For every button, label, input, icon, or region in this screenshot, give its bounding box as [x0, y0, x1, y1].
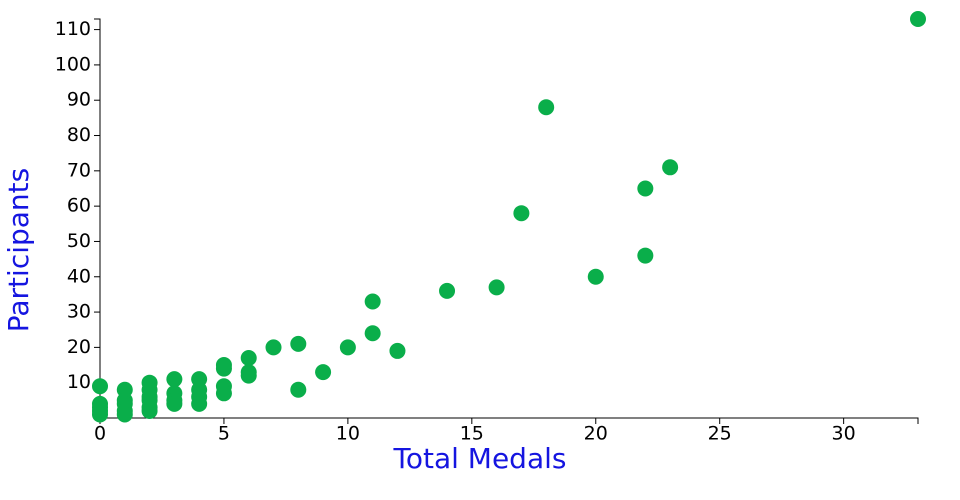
point: [315, 364, 332, 381]
point: [92, 406, 108, 423]
x-axis: [100, 417, 919, 424]
point: [910, 11, 926, 27]
point: [215, 385, 232, 402]
point: [265, 339, 282, 356]
point: [513, 205, 530, 222]
point: [339, 339, 356, 356]
y-axis: [94, 18, 101, 418]
point: [637, 247, 654, 264]
point: [439, 282, 456, 299]
y-tick-label: 60: [67, 195, 91, 217]
y-tick-label: 80: [67, 124, 91, 146]
x-tick-label: 10: [336, 423, 360, 445]
y-tick-label: 30: [67, 301, 91, 323]
point: [141, 402, 158, 419]
point: [215, 360, 232, 377]
y-tick-label: 110: [55, 18, 91, 40]
point: [364, 293, 381, 310]
point: [587, 268, 604, 285]
y-tick-label: 20: [67, 336, 91, 358]
y-tick-label: 90: [67, 89, 91, 111]
point: [290, 335, 307, 352]
y-tick-label: 50: [67, 230, 91, 252]
x-tick-label: 5: [218, 423, 230, 445]
y-axis-title: Participants: [2, 168, 35, 332]
x-tick-label: 25: [708, 423, 732, 445]
point: [92, 378, 108, 395]
x-tick-label: 15: [460, 423, 484, 445]
point: [662, 159, 679, 176]
point: [166, 395, 183, 412]
point: [290, 381, 307, 398]
y-tick-label: 40: [67, 265, 91, 287]
point: [538, 99, 555, 116]
point: [637, 180, 654, 197]
point: [364, 325, 381, 342]
point: [166, 371, 183, 388]
x-axis-title: Total Medals: [393, 442, 567, 475]
y-tick-label: 100: [55, 53, 91, 75]
point: [116, 406, 133, 423]
y-tick-label: 10: [67, 371, 91, 393]
y-tick-label: 70: [67, 159, 91, 181]
point: [240, 367, 257, 384]
x-tick-label: 30: [832, 423, 856, 445]
point: [488, 279, 505, 296]
point: [389, 342, 406, 359]
point: [240, 349, 257, 366]
x-tick-label: 0: [94, 423, 106, 445]
x-tick-label: 20: [584, 423, 608, 445]
point: [191, 395, 208, 412]
